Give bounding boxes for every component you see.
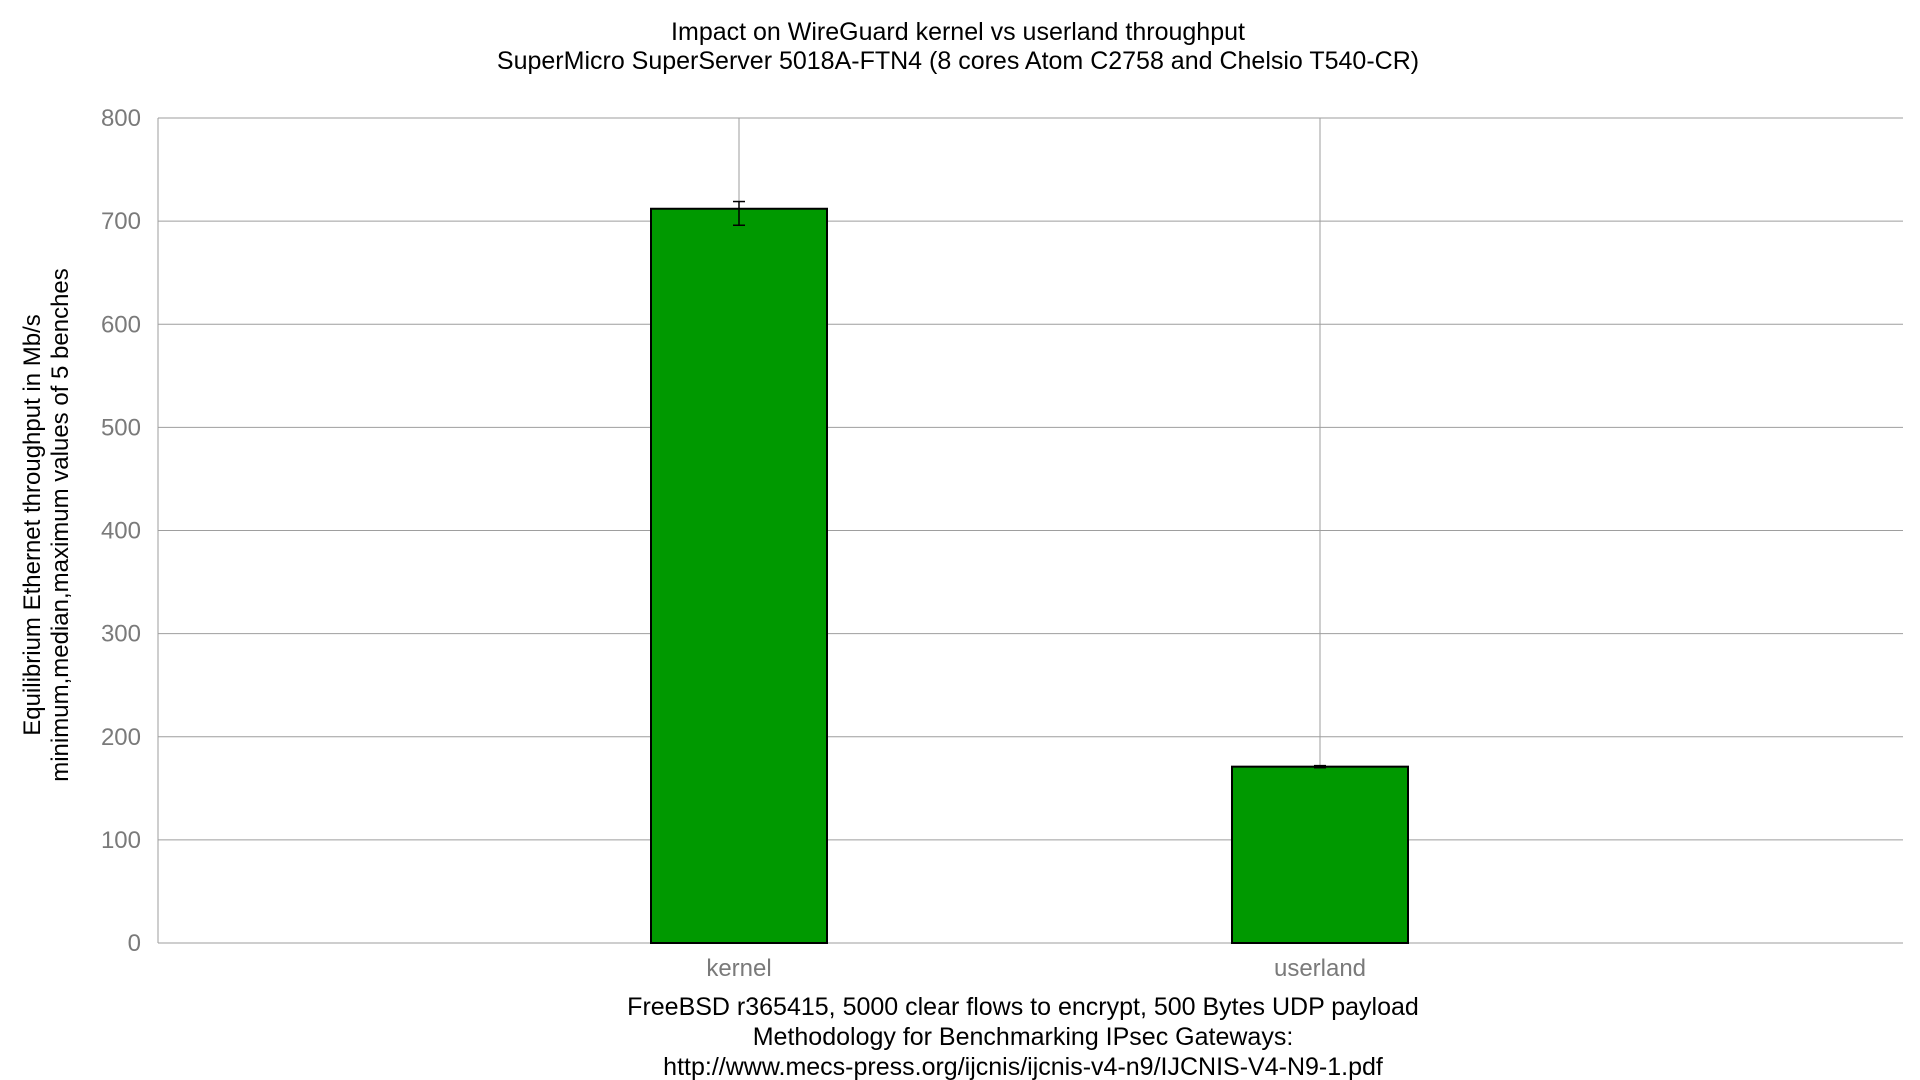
x-axis-label-secondary: Methodology for Benchmarking IPsec Gatew… xyxy=(753,1023,1294,1051)
bars xyxy=(650,200,1409,944)
y-axis-label: Equilibrium Ethernet throughput in Mb/s xyxy=(19,314,46,736)
bar-userland xyxy=(1231,765,1409,944)
chart-title: Impact on WireGuard kernel vs userland t… xyxy=(671,18,1245,46)
x-axis-label-url: http://www.mecs-press.org/ijcnis/ijcnis-… xyxy=(663,1053,1383,1080)
y-tick-label: 400 xyxy=(101,518,141,545)
y-tick-label: 200 xyxy=(101,724,141,751)
gridlines xyxy=(157,117,1903,944)
chart-subtitle: SuperMicro SuperServer 5018A-FTN4 (8 cor… xyxy=(497,47,1419,75)
y-axis-label-secondary: minimum,median,maximum values of 5 bench… xyxy=(47,268,74,782)
y-tick-label: 500 xyxy=(101,414,141,441)
y-tick-label: 800 xyxy=(101,105,141,132)
x-tick-label-kernel: kernel xyxy=(706,955,771,982)
x-tick-label-userland: userland xyxy=(1274,955,1366,982)
y-tick-label: 600 xyxy=(101,311,141,338)
x-axis-label: FreeBSD r365415, 5000 clear flows to enc… xyxy=(627,993,1419,1021)
y-tick-label: 300 xyxy=(101,621,141,648)
bar-kernel xyxy=(650,207,828,944)
y-tick-label: 700 xyxy=(101,208,141,235)
y-tick-label: 0 xyxy=(128,930,141,957)
x-axis-ticks: kernel userland xyxy=(706,955,1366,982)
y-tick-label: 100 xyxy=(101,827,141,854)
y-axis-ticks: 0 100 200 300 400 500 600 700 800 xyxy=(101,105,141,957)
